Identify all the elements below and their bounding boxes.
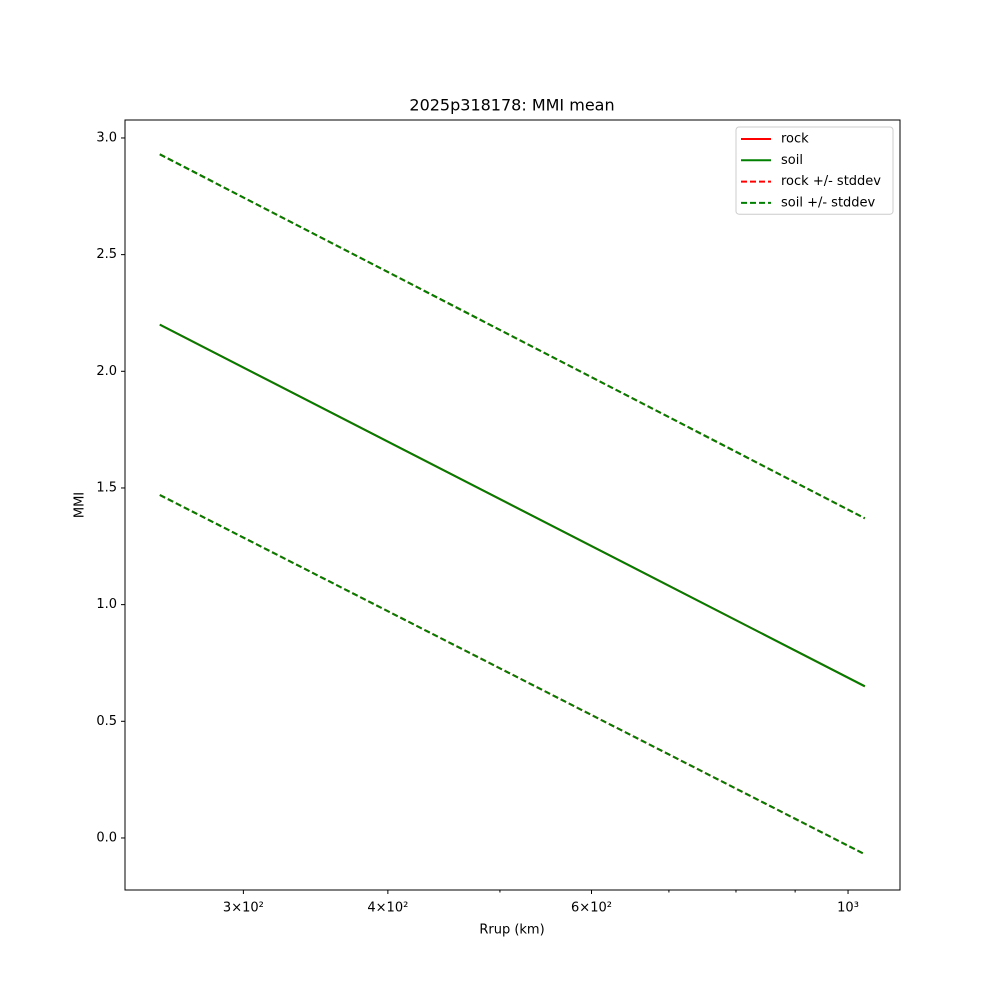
x-tick-label: 6×10²	[571, 901, 612, 916]
series-line	[159, 153, 866, 520]
x-tick-label: 4×10²	[367, 901, 408, 916]
x-axis-label: Rrup (km)	[479, 923, 544, 938]
legend-label: rock	[781, 132, 809, 147]
series-line	[159, 494, 866, 856]
legend-label: rock +/- stddev	[781, 174, 881, 189]
y-tick-label: 2.0	[96, 364, 117, 379]
x-tick-label: 3×10²	[223, 901, 264, 916]
y-tick-label: 2.5	[96, 247, 117, 262]
y-tick-label: 1.5	[96, 480, 117, 495]
chart-title: 2025p318178: MMI mean	[409, 96, 614, 115]
series-line	[159, 323, 866, 688]
plot-frame	[124, 119, 901, 891]
legend-label: soil	[781, 153, 803, 168]
y-tick-label: 0.5	[96, 714, 117, 729]
y-tick-label: 3.0	[96, 130, 117, 145]
y-tick-label: 0.0	[96, 830, 117, 845]
legend: rock soil rock +/- stddev soil +/- stddev	[735, 126, 894, 215]
x-tick-label: 10³	[837, 901, 859, 916]
y-axis-label: MMI	[73, 492, 88, 518]
legend-label: soil +/- stddev	[781, 195, 876, 210]
legend-box	[735, 126, 894, 215]
y-tick-label: 1.0	[96, 597, 117, 612]
